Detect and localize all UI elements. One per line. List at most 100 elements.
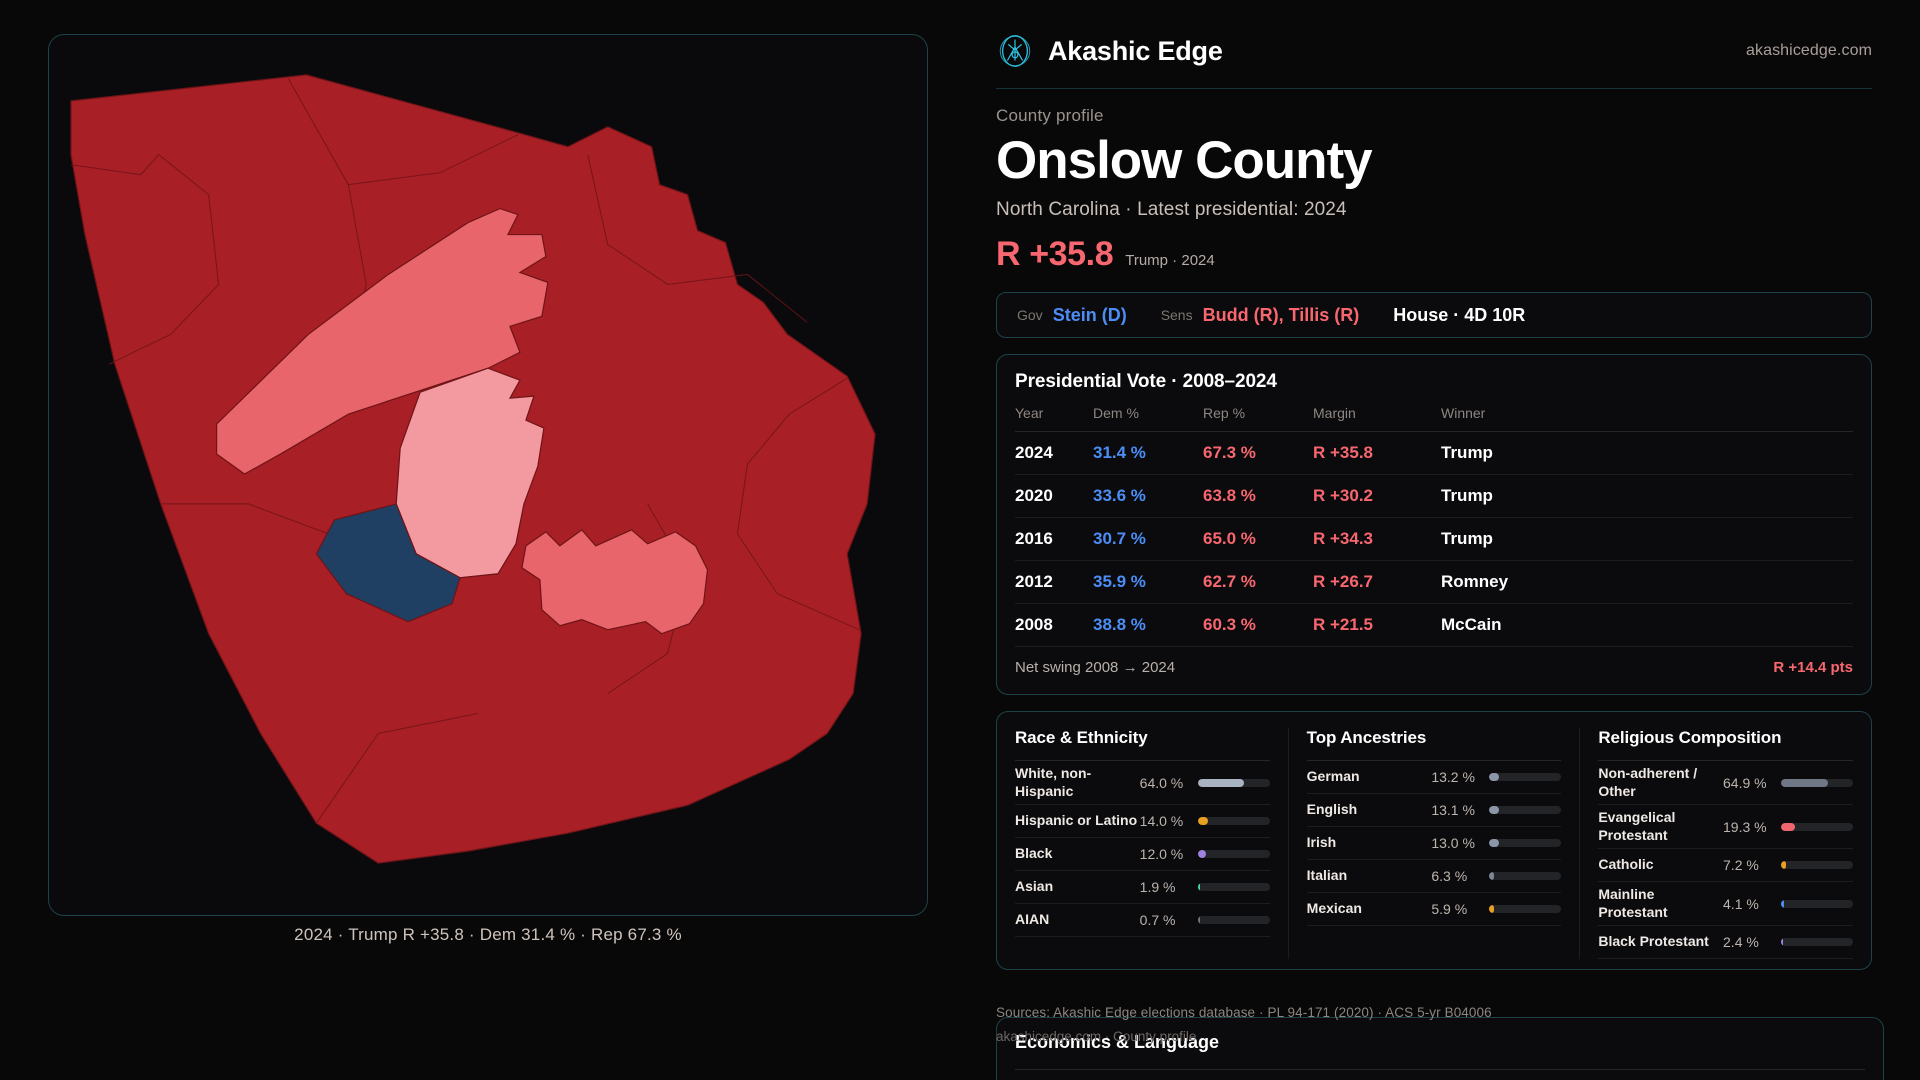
- table-header-row: Year Dem % Rep % Margin Winner: [1015, 393, 1853, 433]
- cell-winner: Romney: [1441, 560, 1853, 605]
- cell-margin: R +26.7: [1313, 560, 1441, 605]
- net-swing-value: R +14.4 pts: [1773, 659, 1853, 677]
- footer-url: akashicedge.com · County profile: [996, 1029, 1197, 1044]
- table-row: 2012 35.9 % 62.7 % R +26.7 Romney: [1015, 560, 1853, 605]
- list-item-label: Hispanic or Latino: [1015, 812, 1138, 829]
- list-item-bar-track: [1489, 806, 1562, 815]
- officials-bar[interactable]: Gov Stein (D) Sens Budd (R), Tillis (R) …: [996, 292, 1872, 339]
- list-item-bar-fill: [1197, 883, 1200, 892]
- table-row: 2016 30.7 % 65.0 % R +34.3 Trump: [1015, 517, 1853, 562]
- list-item: Italian 6.3 %: [1306, 860, 1562, 894]
- demographics-card: Race & Ethnicity White, non-Hispanic 64.0…: [996, 711, 1872, 971]
- cell-winner: Trump: [1441, 431, 1853, 476]
- cell-year: 2020: [1015, 474, 1093, 519]
- page-subline: North Carolina · Latest presidential: 20…: [996, 199, 1347, 221]
- senators-value[interactable]: Budd (R), Tillis (R): [1202, 304, 1360, 325]
- list-item-bar-fill: [1781, 938, 1784, 947]
- race-ethnicity-title: Race & Ethnicity: [1015, 728, 1148, 748]
- list-item: Black Protestant 2.4 %: [1598, 926, 1854, 960]
- cell-winner: McCain: [1441, 603, 1853, 648]
- list-item: Irish 13.0 %: [1306, 827, 1562, 861]
- list-item-bar-fill: [1489, 872, 1494, 881]
- divider: [1598, 760, 1854, 762]
- list-item: White, non-Hispanic 64.0 %: [1015, 761, 1270, 806]
- table-row: 2020 33.6 % 63.8 % R +30.2 Trump: [1015, 474, 1853, 519]
- top-ancestries-rows: German 13.2 % English 13.1 % Irish 13.0 % Ital…: [1306, 761, 1562, 927]
- cell-rep: 65.0 %: [1203, 517, 1313, 562]
- list-item: Mainline Protestant 4.1 %: [1598, 882, 1854, 927]
- list-item-label: Italian: [1306, 867, 1348, 884]
- list-item-value: 12.0 %: [1139, 846, 1184, 863]
- list-item-bar-fill: [1197, 817, 1208, 826]
- net-swing-row: Net swing 2008 → 2024 R +14.4 pts: [1015, 647, 1853, 684]
- page-title: Onslow County: [996, 131, 1373, 190]
- cell-margin: R +30.2: [1313, 474, 1441, 519]
- map-region-mid-red-nw: [216, 207, 549, 475]
- religious-composition-title: Religious Composition: [1598, 728, 1782, 748]
- county-map-panel[interactable]: [48, 34, 928, 916]
- list-item-bar-fill: [1781, 778, 1828, 787]
- cell-margin: R +35.8: [1313, 431, 1441, 476]
- cell-dem: 35.9 %: [1093, 560, 1203, 605]
- governor-value[interactable]: Stein (D): [1052, 304, 1127, 325]
- list-item-value: 13.1 %: [1431, 802, 1475, 819]
- religious-composition-column: Religious Composition Non-adherent / Oth…: [1579, 728, 1871, 960]
- cell-winner: Trump: [1441, 517, 1853, 562]
- race-ethnicity-column: Race & Ethnicity White, non-Hispanic 64.0…: [997, 728, 1288, 959]
- cell-rep: 67.3 %: [1203, 431, 1313, 476]
- house-delegation-value[interactable]: House · 4D 10R: [1393, 304, 1526, 325]
- list-item-bar-fill: [1781, 822, 1795, 831]
- list-item-value: 13.0 %: [1431, 835, 1475, 852]
- cell-dem: 33.6 %: [1093, 474, 1203, 519]
- list-item-value: 19.3 %: [1723, 818, 1767, 835]
- list-item-value: 5.9 %: [1431, 901, 1468, 918]
- cell-dem: 30.7 %: [1093, 517, 1203, 562]
- cell-margin: R +21.5: [1313, 603, 1441, 648]
- list-item-bar-track: [1781, 899, 1854, 908]
- divider: [1015, 760, 1270, 762]
- brand-name: Akashic Edge: [1048, 35, 1223, 66]
- list-item-bar-fill: [1489, 839, 1499, 848]
- list-item-label: White, non-Hispanic: [1015, 765, 1092, 799]
- list-item-bar-track: [1489, 773, 1562, 782]
- cell-dem: 38.8 %: [1093, 603, 1203, 648]
- list-item-label: AIAN: [1015, 911, 1050, 928]
- map-region-mid-red-se: [521, 529, 709, 635]
- economics-language-card: Economics & Language Median HH income Po…: [996, 1017, 1884, 1080]
- list-item-value: 13.2 %: [1431, 769, 1475, 786]
- col-rep: Rep %: [1203, 393, 1313, 433]
- list-item-bar-track: [1197, 916, 1270, 925]
- cell-rep: 60.3 %: [1203, 603, 1313, 648]
- list-item-label: Catholic: [1598, 856, 1654, 873]
- list-item-value: 7.2 %: [1723, 857, 1759, 874]
- list-item-bar-fill: [1197, 916, 1200, 925]
- list-item-bar-fill: [1781, 861, 1787, 870]
- economics-language-title: Economics & Language: [1015, 1032, 1220, 1052]
- list-item-bar-fill: [1197, 850, 1207, 859]
- list-item-value: 64.9 %: [1723, 774, 1767, 791]
- list-item: German 13.2 %: [1306, 761, 1562, 795]
- presidential-vote-card: Presidential Vote · 2008–2024 Year Dem %…: [996, 354, 1872, 696]
- list-item-value: 6.3 %: [1431, 868, 1468, 885]
- list-item-value: 1.9 %: [1139, 879, 1176, 896]
- map-caption: 2024 · Trump R +35.8 · Dem 31.4 % · Rep …: [294, 925, 682, 944]
- presidential-vote-table[interactable]: Year Dem % Rep % Margin Winner 2024 31.4…: [1015, 393, 1853, 648]
- list-item: Evangelical Protestant 19.3 %: [1598, 805, 1854, 850]
- sources-note: Sources: Akashic Edge elections database…: [996, 1005, 1492, 1020]
- list-item-bar-track: [1781, 778, 1854, 787]
- profile-panel: Akashic Edge akashicedge.com County prof…: [960, 0, 1920, 1080]
- list-item-bar-track: [1197, 817, 1270, 826]
- religious-composition-rows: Non-adherent / Other 64.9 % Evangelical Pr…: [1598, 761, 1854, 960]
- senators-label: Sens: [1160, 307, 1193, 324]
- list-item-label: Non-adherent / Other: [1598, 765, 1698, 799]
- list-item-label: Asian: [1015, 878, 1054, 895]
- brand-bar: Akashic Edge akashicedge.com: [996, 28, 1872, 74]
- presidential-vote-title: Presidential Vote · 2008–2024: [1015, 371, 1277, 393]
- page-kicker: County profile: [996, 106, 1104, 125]
- list-item-bar-fill: [1197, 778, 1244, 787]
- top-ancestries-title: Top Ancestries: [1306, 728, 1427, 748]
- col-dem: Dem %: [1093, 393, 1203, 433]
- county-map-svg[interactable]: [49, 35, 927, 915]
- map-region-blue: [315, 503, 461, 623]
- table-row: 2008 38.8 % 60.3 % R +21.5 McCain: [1015, 603, 1853, 648]
